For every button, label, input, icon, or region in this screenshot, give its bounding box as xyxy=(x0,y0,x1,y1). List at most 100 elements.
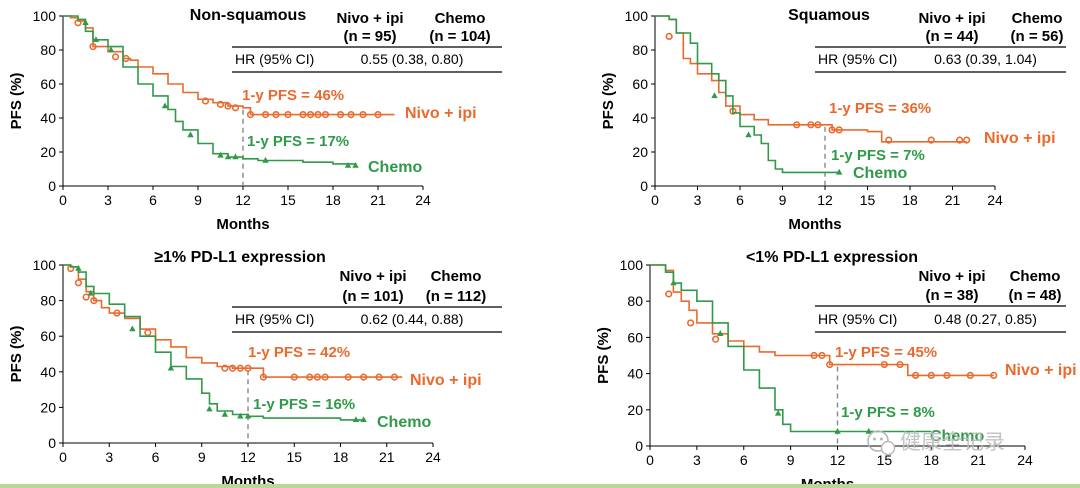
nivo-censor-marker xyxy=(221,364,229,372)
nivo-censor-marker xyxy=(321,373,329,381)
y-tick-label: 80 xyxy=(40,293,56,309)
chemo-1y-pfs-label: 1-y PFS = 16% xyxy=(253,396,355,413)
nivo-censor-marker xyxy=(807,121,815,129)
nivo-censor-marker xyxy=(201,97,210,105)
nivo-censor-marker xyxy=(290,373,298,381)
nivo-censor-marker xyxy=(90,297,98,305)
nivo-censor-marker xyxy=(231,104,240,112)
y-tick-label: 100 xyxy=(33,257,57,273)
nivo-censor-marker xyxy=(814,121,822,129)
chemo-censor-marker xyxy=(352,162,359,168)
nivo-censor-marker xyxy=(89,42,97,51)
nivo-censor-marker xyxy=(144,329,152,337)
chemo-series-label: Chemo xyxy=(377,414,431,431)
y-tick-label: 20 xyxy=(40,144,56,160)
x-tick-label: 24 xyxy=(425,449,441,465)
x-tick-label: 12 xyxy=(830,452,846,468)
hr-arm2-name: Chemo xyxy=(435,10,486,27)
nivo-censor-marker xyxy=(810,351,818,360)
hr-arm2-n: (n = 56) xyxy=(1011,28,1064,45)
panel-title: ≥1% PD-L1 expression xyxy=(154,249,326,266)
y-tick-label: 60 xyxy=(40,76,56,92)
watermark: 健康全记录 xyxy=(867,430,1005,456)
nivo-censor-marker xyxy=(955,136,964,144)
nivo-censor-marker xyxy=(344,373,352,381)
nivo-censor-marker xyxy=(113,309,121,317)
hr-arm2-name: Chemo xyxy=(431,268,482,285)
hr-arm2-n: (n = 112) xyxy=(426,288,486,305)
nivo-censor-marker xyxy=(321,110,330,119)
chemo-curve xyxy=(655,15,840,174)
y-tick-label: 100 xyxy=(33,8,57,24)
nivo-censor-marker xyxy=(390,373,399,381)
hr-arm2-name: Chemo xyxy=(1010,268,1061,285)
y-tick-label: 80 xyxy=(627,293,643,309)
y-axis-title: PFS (%) xyxy=(595,327,612,384)
panel-squamous: 0 20 40 60 80 100 0 3 6 9 12 15 18 21 24 Months PFS (%) S… xyxy=(600,7,1066,233)
nivo-censor-marker xyxy=(374,110,382,119)
hr-row-value: 0.55 (0.38, 0.80) xyxy=(361,51,464,67)
chemo-censor-marker xyxy=(344,162,352,168)
x-tick-label: 15 xyxy=(280,192,296,208)
hr-arm2-n: (n = 48) xyxy=(1009,287,1062,304)
chemo-censor-marker xyxy=(745,131,752,138)
nivo-censor-marker xyxy=(828,126,836,134)
hr-arm2-name: Chemo xyxy=(1012,10,1063,27)
nivo-1y-pfs-label: 1-y PFS = 46% xyxy=(242,87,344,104)
chemo-censor-marker xyxy=(92,36,100,42)
x-tick-label: 0 xyxy=(59,192,67,208)
x-tick-label: 3 xyxy=(693,452,701,468)
nivo-censor-marker xyxy=(885,136,893,144)
nivo-censor-marker xyxy=(818,351,826,360)
x-tick-label: 24 xyxy=(1017,452,1033,468)
y-tick-label: 40 xyxy=(40,110,56,126)
chemo-censor-marker xyxy=(262,156,269,163)
y-tick-label: 20 xyxy=(632,144,648,160)
nivo-censor-marker xyxy=(306,373,314,381)
x-tick-label: 9 xyxy=(787,452,795,468)
nivo-censor-marker xyxy=(943,371,951,380)
chemo-censor-marker xyxy=(75,264,82,271)
chemo-series-label: Chemo xyxy=(368,159,422,176)
nivo-censor-marker xyxy=(912,371,920,380)
hr-row-label: HR (95% CI) xyxy=(818,51,897,67)
chemo-censor-marker xyxy=(232,153,239,160)
x-tick-label: 0 xyxy=(646,452,654,468)
nivo-censor-marker xyxy=(347,110,355,119)
chemo-censor-marker xyxy=(82,19,89,25)
chemo-censor-marker xyxy=(87,289,94,296)
nivo-censor-marker xyxy=(927,371,935,380)
y-tick-label: 40 xyxy=(632,110,648,126)
hr-row-label: HR (95% CI) xyxy=(818,311,897,327)
nivo-censor-marker xyxy=(359,110,367,119)
chemo-censor-marker xyxy=(206,405,213,412)
nivo-censor-marker xyxy=(687,319,695,327)
nivo-censor-marker xyxy=(284,110,292,119)
hr-arm1-n: (n = 95) xyxy=(344,28,397,45)
y-tick-label: 0 xyxy=(48,435,56,451)
chemo-censor-marker xyxy=(129,325,136,332)
panel-title: Non-squamous xyxy=(190,7,307,24)
x-tick-label: 21 xyxy=(970,452,986,468)
y-axis-title: PFS (%) xyxy=(8,73,25,130)
chemo-censor-marker xyxy=(711,92,718,99)
nivo-censor-marker xyxy=(360,373,368,381)
nivo-censor-marker xyxy=(272,110,280,119)
nivo-censor-marker xyxy=(793,121,801,129)
hr-arm1-n: (n = 38) xyxy=(926,287,979,304)
x-tick-label: 3 xyxy=(694,192,702,208)
chemo-censor-marker xyxy=(717,330,724,336)
y-tick-label: 80 xyxy=(40,42,56,58)
wechat-icon-eye-left xyxy=(873,437,876,441)
y-tick-label: 0 xyxy=(635,438,643,454)
nivo-censor-marker xyxy=(261,110,270,119)
nivo-censor-marker xyxy=(259,373,268,381)
bottom-rule xyxy=(0,484,1080,488)
nivo-censor-marker xyxy=(835,126,843,134)
hr-arm1-name: Nivo + ipi xyxy=(918,10,985,27)
x-tick-label: 24 xyxy=(415,192,431,208)
chemo-censor-marker xyxy=(244,412,252,419)
chemo-series-label: Chemo xyxy=(853,165,907,182)
chemo-censor-marker xyxy=(224,153,232,160)
